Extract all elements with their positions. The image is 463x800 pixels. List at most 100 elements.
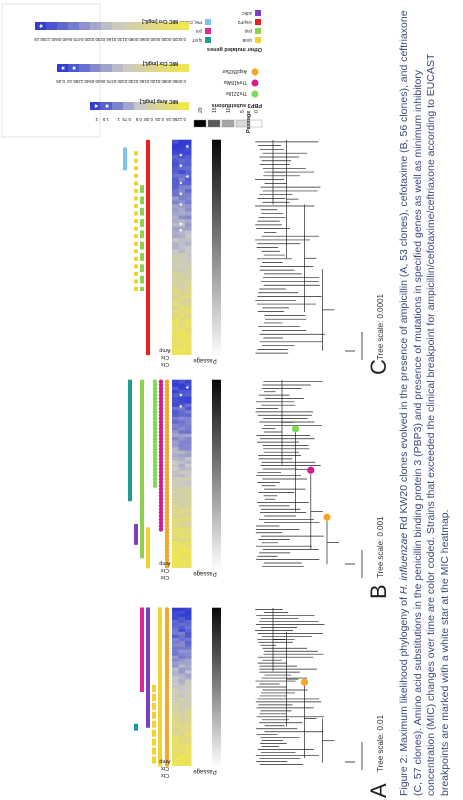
panel-b-heatmap-cell	[172, 510, 179, 515]
panel-a-heatmap-cell	[185, 652, 192, 656]
panel-c-gene-marker	[146, 339, 150, 344]
panel-b-gene-marker	[140, 500, 144, 505]
legend-gene-swatch	[255, 19, 261, 25]
panel-b-heatmap-cell	[185, 466, 192, 471]
panel-b-heatmap-cell	[178, 483, 185, 488]
panel-a-heatmap-cell	[178, 610, 185, 614]
panel-a-heatmap-cell	[185, 738, 192, 743]
panel-b-passage-cell	[212, 507, 221, 511]
panel-a-heatmap-cell	[172, 715, 179, 719]
panel-b-heatmap-cell	[178, 510, 185, 515]
panel-a-heatmap-cell	[185, 649, 192, 653]
panel-b-gene-marker	[128, 470, 132, 475]
panel-b-gene-marker	[128, 493, 132, 498]
legend-mic-ctx-value: 0.047	[108, 79, 120, 84]
legend-mic-ctx-swatch	[167, 64, 178, 72]
legend-mic-cro-swatch	[90, 22, 101, 30]
panel-a-pbp3-marker	[164, 607, 170, 612]
panel-a-heatmap-cell	[178, 694, 185, 698]
panel-b-heatmap-cell	[172, 487, 179, 491]
panel-a-passage-cell	[212, 649, 221, 653]
panel-b-heatmap-cell	[172, 554, 179, 558]
panel-b-pbp3-marker	[158, 379, 164, 384]
panel-b-gene-marker	[140, 470, 144, 475]
panel-c-gene-marker	[134, 181, 138, 186]
panel-b-gene-marker	[128, 443, 132, 448]
panel-c-heatmap-cell	[178, 139, 185, 144]
panel-c-gene-marker	[146, 154, 150, 159]
legend-mic-cro-value: 0.016	[108, 37, 120, 42]
panel-b-heatmap-cell	[185, 416, 192, 421]
panel-b-pbp3-marker	[152, 386, 158, 391]
panel-c-gene-marker	[146, 170, 150, 175]
panel-a-heatmap-cell	[185, 670, 192, 674]
panel-a-gene-marker	[140, 607, 144, 612]
panel-a-heatmap-cell	[185, 619, 192, 623]
panel-b-passage-cell	[212, 524, 221, 528]
panel-a-heatmap-cell	[178, 741, 185, 746]
panel-c-passage-cell	[212, 350, 221, 355]
panel-c-heatmap-cell	[178, 290, 185, 295]
panel-b-heatmap-cell	[178, 403, 185, 407]
panel-a-heatmap-cell	[178, 706, 185, 710]
panel-c-heatmap-cell	[172, 271, 179, 276]
panel-b-pbp3-marker	[164, 386, 170, 391]
panel-b-pbp3-marker	[164, 439, 170, 445]
panel-c-heatmap-cell	[178, 162, 185, 167]
panel-c-passage-cell	[212, 316, 221, 322]
panel-c-heatmap-cell	[185, 301, 192, 306]
panel-b-heatmap-cell	[172, 527, 179, 532]
legend-mic-cro-value: 0.19	[34, 37, 43, 42]
legend-mic-amp-value: 1	[117, 117, 120, 122]
panel-c-passage-cell	[212, 249, 221, 254]
panel-c-gene-marker	[140, 286, 144, 291]
panel-b-heatmap-cell	[178, 399, 185, 404]
panel-b-heatmap-cell	[178, 517, 185, 521]
panel-b-heatmap-cell	[185, 433, 192, 438]
panel-c-breakpoint-star: ★	[185, 174, 191, 179]
panel-c-heatmap-cell	[185, 218, 192, 223]
legend-mic-amp-star: ★	[93, 103, 100, 108]
panel-b-gene-marker	[140, 460, 144, 465]
panel-b-heatmap-cell	[172, 406, 179, 411]
panel-b-gene-marker	[140, 554, 144, 559]
panel-b-heatmap-cell	[172, 383, 179, 387]
panel-b-heatmap-cell	[172, 426, 179, 431]
panel-a-heatmap-cell	[172, 744, 179, 749]
panel-b-gene-marker	[128, 430, 132, 435]
panel-c-gene-marker	[146, 222, 150, 227]
panel-c-gene-marker	[123, 147, 127, 152]
panel-b-heatmap-cell	[185, 406, 192, 411]
legend-mic-amp-value: 0.75	[122, 117, 131, 122]
panel-a-heatmap-cell	[185, 744, 192, 749]
legend-mic-amp-swatch	[134, 102, 145, 110]
panel-c-passage-cell	[212, 320, 221, 325]
panel-b-heatmap-cell	[178, 497, 185, 501]
panel-a-gene-marker	[152, 738, 156, 743]
panel-c-gene-marker	[146, 305, 150, 310]
legend-mic-cro-value: 0.023	[97, 37, 109, 42]
panel-b-heatmap-cell	[172, 460, 179, 464]
panel-b-gene-marker	[128, 487, 132, 492]
panel-b-gene-marker	[140, 440, 144, 445]
panel-c-heatmap-cell	[185, 196, 192, 201]
panel-c-heatmap-cell	[178, 218, 185, 223]
panel-b-pbp3-marker	[158, 523, 164, 529]
legend-gene-swatch	[255, 37, 261, 43]
panel-b-heatmap-cell	[178, 507, 185, 511]
panel-c-heatmap-cell	[172, 260, 179, 265]
legend-mic-cro-swatch	[35, 22, 46, 30]
panel-b-passage-cell	[212, 557, 221, 562]
panel-b-heatmap-cell	[185, 470, 192, 474]
panel-c-heatmap-cell	[178, 188, 185, 193]
panel-b-pbp3-marker	[152, 483, 158, 488]
panel-a-heatmap-cell	[172, 738, 179, 743]
panel-c-gene-marker	[146, 245, 150, 250]
panel-b-heatmap-cell	[185, 564, 192, 568]
panel-b-passage-cell	[212, 463, 221, 468]
panel-a-passage-cell	[212, 640, 221, 644]
legend-passage-title: Passage	[246, 111, 252, 133]
panel-b-heatmap-cell	[172, 456, 179, 461]
panel-c-heatmap-cell	[178, 279, 185, 284]
panel-b-heatmap-cell	[185, 423, 192, 427]
